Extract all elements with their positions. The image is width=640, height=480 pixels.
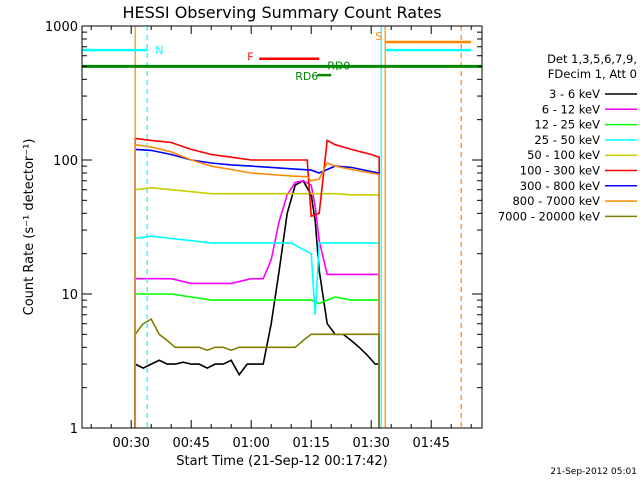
series-line-7 bbox=[134, 143, 380, 428]
chart-title: HESSI Observing Summary Count Rates bbox=[122, 3, 441, 22]
legend-label: 7000 - 20000 keV bbox=[498, 209, 600, 223]
timeline-label-f: F bbox=[247, 51, 253, 64]
y-tick-label: 100 bbox=[53, 154, 78, 169]
x-tick-label: 01:15 bbox=[292, 436, 329, 451]
series-line-2 bbox=[134, 293, 380, 428]
x-axis-ticks: 00:30 00:45 01:00 01:15 01:30 01:45 bbox=[90, 26, 472, 451]
x-tick-label: 01:00 bbox=[232, 436, 269, 451]
y-tick-label: 1000 bbox=[45, 20, 78, 35]
timeline-label-rd6: RD6 bbox=[295, 70, 318, 83]
series-line-4 bbox=[134, 186, 380, 428]
x-tick-label: 00:30 bbox=[112, 436, 149, 451]
y-tick-label: 1 bbox=[70, 422, 78, 437]
y-axis-ticks: 1 10 100 1000 bbox=[45, 20, 482, 437]
legend-label: 100 - 300 keV bbox=[520, 164, 600, 178]
legend-label: 3 - 6 keV bbox=[549, 87, 600, 101]
legend-label: 300 - 800 keV bbox=[520, 179, 600, 193]
legend: Det 1,3,5,6,7,9, FDecim 1, Att 0 3 - 6 k… bbox=[498, 52, 637, 223]
x-axis-label: Start Time (21-Sep-12 00:17:42) bbox=[176, 454, 387, 469]
legend-label: 25 - 50 keV bbox=[534, 133, 600, 147]
timeline-label-n: N bbox=[155, 44, 163, 57]
x-tick-label: 01:30 bbox=[352, 436, 389, 451]
footer-date: 21-Sep-2012 05:01 bbox=[550, 467, 637, 477]
legend-header-line-2: FDecim 1, Att 0 bbox=[548, 67, 637, 81]
plot-frame bbox=[81, 25, 483, 429]
series-line-8 bbox=[134, 317, 380, 428]
legend-label: 800 - 7000 keV bbox=[512, 194, 600, 208]
series-line-3 bbox=[134, 235, 380, 428]
y-tick-label: 10 bbox=[61, 288, 78, 303]
series-line-5 bbox=[134, 137, 380, 428]
x-tick-label: 01:45 bbox=[412, 436, 449, 451]
timeline-markers: N S F RD6 RD0 bbox=[82, 26, 482, 428]
series-line-1 bbox=[134, 179, 380, 428]
legend-header-line-1: Det 1,3,5,6,7,9, bbox=[547, 52, 637, 66]
data-series-group bbox=[134, 137, 380, 428]
series-line-6 bbox=[134, 148, 380, 428]
timeline-label-s: S bbox=[375, 30, 382, 43]
legend-label: 50 - 100 keV bbox=[527, 148, 600, 162]
legend-label: 12 - 25 keV bbox=[534, 118, 600, 132]
timeline-label-rd0: RD0 bbox=[327, 59, 350, 72]
y-axis-label: Count Rate (s⁻¹ detector⁻¹) bbox=[22, 139, 37, 316]
series-line-0 bbox=[134, 179, 380, 428]
legend-label: 6 - 12 keV bbox=[542, 102, 600, 116]
x-tick-label: 00:45 bbox=[172, 436, 209, 451]
